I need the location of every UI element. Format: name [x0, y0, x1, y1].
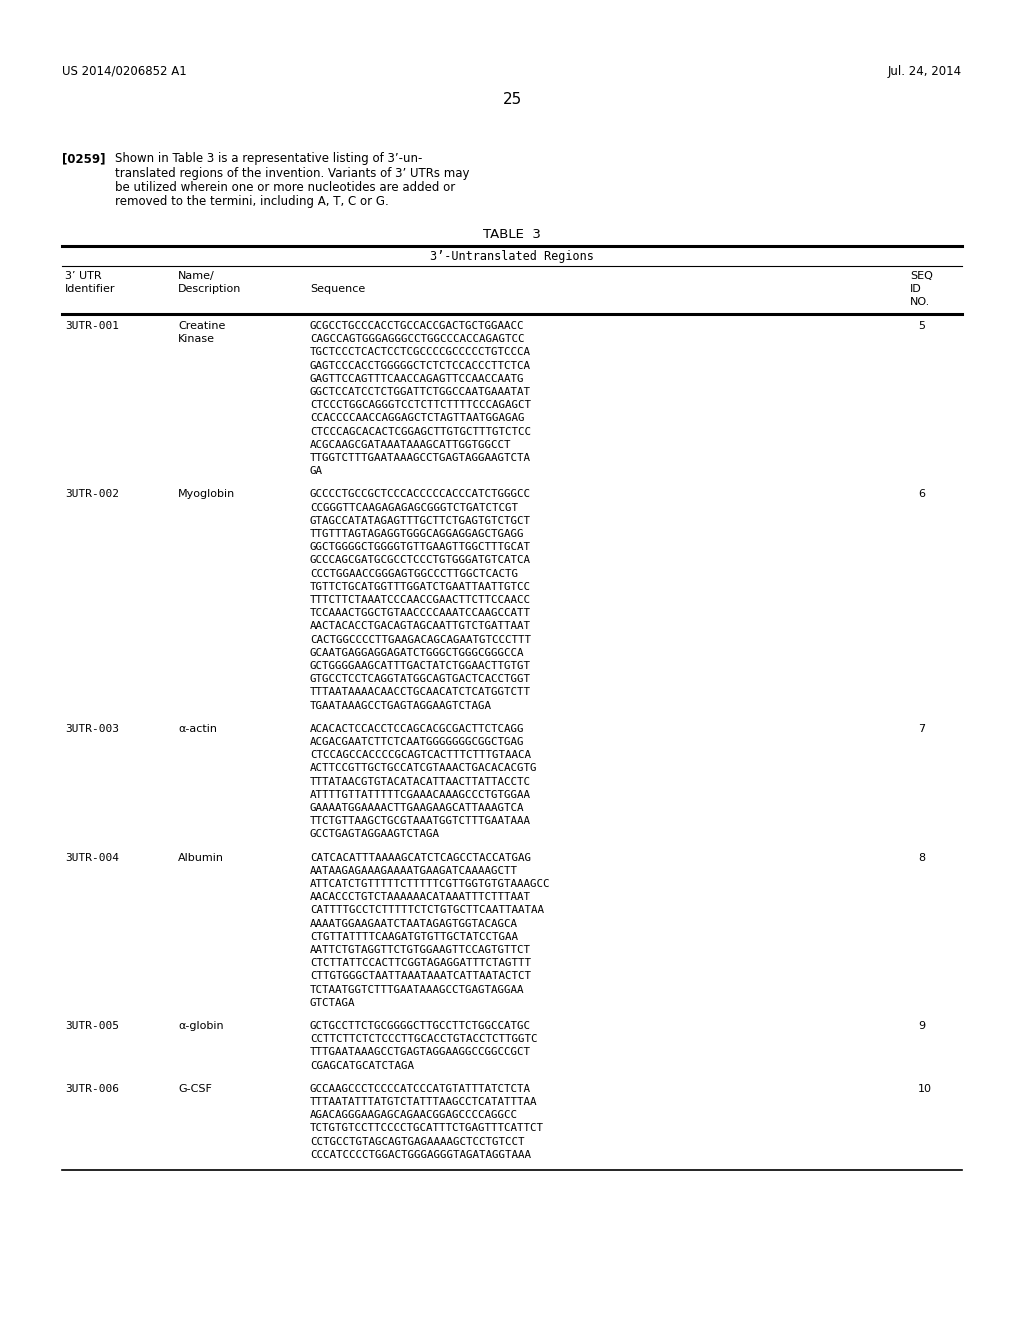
Text: CTCCCTGGCAGGGTCCTCTTCTTTTCCCAGAGCT: CTCCCTGGCAGGGTCCTCTTCTTTTCCCAGAGCT	[310, 400, 531, 411]
Text: GTGCCTCCTCAGGTATGGCAGTGACTCACCTGGT: GTGCCTCCTCAGGTATGGCAGTGACTCACCTGGT	[310, 675, 531, 684]
Text: CGAGCATGCATCTAGA: CGAGCATGCATCTAGA	[310, 1060, 414, 1071]
Text: 3UTR-001: 3UTR-001	[65, 321, 119, 331]
Text: GCCAAGCCCTCCCCATCCCATGTATTTATCTCTA: GCCAAGCCCTCCCCATCCCATGTATTTATCTCTA	[310, 1084, 531, 1094]
Text: 3UTR-004: 3UTR-004	[65, 853, 119, 862]
Text: ID: ID	[910, 284, 922, 294]
Text: AACTACACCTGACAGTAGCAATTGTCTGATTAAT: AACTACACCTGACAGTAGCAATTGTCTGATTAAT	[310, 622, 531, 631]
Text: TGCTCCCTCACTCCTCGCCCCGCCCCCTGTCCCA: TGCTCCCTCACTCCTCGCCCCGCCCCCTGTCCCA	[310, 347, 531, 358]
Text: 6: 6	[918, 490, 925, 499]
Text: G-CSF: G-CSF	[178, 1084, 212, 1094]
Text: 5: 5	[918, 321, 925, 331]
Text: GGCTCCATCCTCTGGATTCTGGCCAATGAAATAT: GGCTCCATCCTCTGGATTCTGGCCAATGAAATAT	[310, 387, 531, 397]
Text: Albumin: Albumin	[178, 853, 224, 862]
Text: TTGGTCTTTGAATAAAGCCTGAGTAGGAAGTCTA: TTGGTCTTTGAATAAAGCCTGAGTAGGAAGTCTA	[310, 453, 531, 463]
Text: AATAAGAGAAAGAAAATGAAGATCAAAAGCTT: AATAAGAGAAAGAAAATGAAGATCAAAAGCTT	[310, 866, 518, 875]
Text: α-globin: α-globin	[178, 1020, 223, 1031]
Text: ACACACTCCACCTCCAGCACGCGACTTCTCAGG: ACACACTCCACCTCCAGCACGCGACTTCTCAGG	[310, 723, 524, 734]
Text: be utilized wherein one or more nucleotides are added or: be utilized wherein one or more nucleoti…	[115, 181, 456, 194]
Text: translated regions of the invention. Variants of 3’ UTRs may: translated regions of the invention. Var…	[115, 166, 469, 180]
Text: 3’ UTR: 3’ UTR	[65, 271, 101, 281]
Text: AATTCTGTAGGTTCTGTGGAAGTTCCAGTGTTCT: AATTCTGTAGGTTCTGTGGAAGTTCCAGTGTTCT	[310, 945, 531, 954]
Text: 9: 9	[918, 1020, 925, 1031]
Text: TTCTGTTAAGCTGCGTAAATGGTCTTTGAATAAA: TTCTGTTAAGCTGCGTAAATGGTCTTTGAATAAA	[310, 816, 531, 826]
Text: ATTCATCTGTTTTTCTTTTTCGTTGGTGTGTAAAGCC: ATTCATCTGTTTTTCTTTTTCGTTGGTGTGTAAAGCC	[310, 879, 551, 888]
Text: 3UTR-003: 3UTR-003	[65, 723, 119, 734]
Text: Identifier: Identifier	[65, 284, 116, 294]
Text: CATTTTGCCTCTTTTTCTCTGTGCTTCAATTAATAA: CATTTTGCCTCTTTTTCTCTGTGCTTCAATTAATAA	[310, 906, 544, 915]
Text: GTCTAGA: GTCTAGA	[310, 998, 355, 1007]
Text: ACGCAAGCGATAAATAAAGCATTGGTGGCCT: ACGCAAGCGATAAATAAAGCATTGGTGGCCT	[310, 440, 512, 450]
Text: GAGTCCCACCTGGGGGCTCTCTCCACCCTTCTCA: GAGTCCCACCTGGGGGCTCTCTCCACCCTTCTCA	[310, 360, 531, 371]
Text: TTTAATATTTATGTCTATTTAAGCCTCATATTTAA: TTTAATATTTATGTCTATTTAAGCCTCATATTTAA	[310, 1097, 538, 1107]
Text: TCCAAACTGGCTGTAACCCCAAATCCAAGCCATT: TCCAAACTGGCTGTAACCCCAAATCCAAGCCATT	[310, 609, 531, 618]
Text: α-actin: α-actin	[178, 723, 217, 734]
Text: Shown in Table 3 is a representative listing of 3’-un-: Shown in Table 3 is a representative lis…	[115, 152, 422, 165]
Text: CCGGGTTCAAGAGAGAGCGGGTCTGATCTCGT: CCGGGTTCAAGAGAGAGCGGGTCTGATCTCGT	[310, 503, 518, 512]
Text: GCCCCTGCCGCTCCCACCCCCACCCATCTGGGCC: GCCCCTGCCGCTCCCACCCCCACCCATCTGGGCC	[310, 490, 531, 499]
Text: CCTTCTTCTCTCCCTTGCACCTGTACCTCTTGGTC: CCTTCTTCTCTCCCTTGCACCTGTACCTCTTGGTC	[310, 1034, 538, 1044]
Text: Creatine: Creatine	[178, 321, 225, 331]
Text: GCAATGAGGAGGAGATCTGGGCTGGGCGGGCCA: GCAATGAGGAGGAGATCTGGGCTGGGCGGGCCA	[310, 648, 524, 657]
Text: ATTTTGTTATTTTTCGAAACAAAGCCCTGTGGAA: ATTTTGTTATTTTTCGAAACAAAGCCCTGTGGAA	[310, 789, 531, 800]
Text: 25: 25	[503, 92, 521, 107]
Text: AAAATGGAAGAATCTAATAGAGTGGTACAGCA: AAAATGGAAGAATCTAATAGAGTGGTACAGCA	[310, 919, 518, 928]
Text: 3UTR-006: 3UTR-006	[65, 1084, 119, 1094]
Text: CCCTGGAACCGGGAGTGGCCCTTGGCTCACTG: CCCTGGAACCGGGAGTGGCCCTTGGCTCACTG	[310, 569, 518, 578]
Text: Jul. 24, 2014: Jul. 24, 2014	[888, 65, 962, 78]
Text: 3UTR-005: 3UTR-005	[65, 1020, 119, 1031]
Text: CTCCAGCCACCCCGCAGTCACTTTCTTTGTAACA: CTCCAGCCACCCCGCAGTCACTTTCTTTGTAACA	[310, 750, 531, 760]
Text: GAAAATGGAAAACTTGAAGAAGCATTAAAGTCA: GAAAATGGAAAACTTGAAGAAGCATTAAAGTCA	[310, 803, 524, 813]
Text: Sequence: Sequence	[310, 284, 366, 294]
Text: TTGTTTAGTAGAGGTGGGCAGGAGGAGCTGAGG: TTGTTTAGTAGAGGTGGGCAGGAGGAGCTGAGG	[310, 529, 524, 539]
Text: Myoglobin: Myoglobin	[178, 490, 236, 499]
Text: removed to the termini, including A, T, C or G.: removed to the termini, including A, T, …	[115, 195, 389, 209]
Text: Description: Description	[178, 284, 242, 294]
Text: Kinase: Kinase	[178, 334, 215, 345]
Text: TCTGTGTCCTTCCCCTGCATTTCTGAGTTTCATTCT: TCTGTGTCCTTCCCCTGCATTTCTGAGTTTCATTCT	[310, 1123, 544, 1134]
Text: CTGTTATTTTCAAGATGTGTTGCTATCCTGAA: CTGTTATTTTCAAGATGTGTTGCTATCCTGAA	[310, 932, 518, 941]
Text: CCCATCCCCTGGACTGGGAGGGTAGATAGGTAAA: CCCATCCCCTGGACTGGGAGGGTAGATAGGTAAA	[310, 1150, 531, 1160]
Text: GCTGCCTTCTGCGGGGCTTGCCTTCTGGCCATGC: GCTGCCTTCTGCGGGGCTTGCCTTCTGGCCATGC	[310, 1020, 531, 1031]
Text: GA: GA	[310, 466, 323, 477]
Text: ACGACGAATCTTCTCAATGGGGGGGCGGCTGAG: ACGACGAATCTTCTCAATGGGGGGGCGGCTGAG	[310, 737, 524, 747]
Text: 7: 7	[918, 723, 925, 734]
Text: CTCCCAGCACACTCGGAGCTTGTGCTTTGTCTCC: CTCCCAGCACACTCGGAGCTTGTGCTTTGTCTCC	[310, 426, 531, 437]
Text: TGTTCTGCATGGTTTGGATCTGAATTAATTGTCC: TGTTCTGCATGGTTTGGATCTGAATTAATTGTCC	[310, 582, 531, 591]
Text: CATCACATTTAAAAGCATCTCAGCCTACCATGAG: CATCACATTTAAAAGCATCTCAGCCTACCATGAG	[310, 853, 531, 862]
Text: TTTAATAAAACAACCTGCAACATCTCATGGTCTT: TTTAATAAAACAACCTGCAACATCTCATGGTCTT	[310, 688, 531, 697]
Text: GCGCCTGCCCACCTGCCACCGACTGCTGGAACC: GCGCCTGCCCACCTGCCACCGACTGCTGGAACC	[310, 321, 524, 331]
Text: US 2014/0206852 A1: US 2014/0206852 A1	[62, 65, 186, 78]
Text: 3’-Untranslated Regions: 3’-Untranslated Regions	[430, 249, 594, 263]
Text: TABLE  3: TABLE 3	[483, 228, 541, 242]
Text: CTCTTATTCCACTTCGGTAGAGGATTTCTAGTTT: CTCTTATTCCACTTCGGTAGAGGATTTCTAGTTT	[310, 958, 531, 968]
Text: TCTAATGGTCTTTGAATAAAGCCTGAGTAGGAA: TCTAATGGTCTTTGAATAAAGCCTGAGTAGGAA	[310, 985, 524, 994]
Text: GCCCAGCGATGCGCCTCCCTGTGGGATGTCATCA: GCCCAGCGATGCGCCTCCCTGTGGGATGTCATCA	[310, 556, 531, 565]
Text: ACTTCCGTTGCTGCCATCGTAAACTGACACACGTG: ACTTCCGTTGCTGCCATCGTAAACTGACACACGTG	[310, 763, 538, 774]
Text: CAGCCAGTGGGAGGGCCTGGCCCACCAGAGTCC: CAGCCAGTGGGAGGGCCTGGCCCACCAGAGTCC	[310, 334, 524, 345]
Text: CCACCCCAACCAGGAGCTCTAGTTAATGGAGAG: CCACCCCAACCAGGAGCTCTAGTTAATGGAGAG	[310, 413, 524, 424]
Text: 3UTR-002: 3UTR-002	[65, 490, 119, 499]
Text: SEQ: SEQ	[910, 271, 933, 281]
Text: TTTATAACGTGTACATACATTAACTTATTACCTC: TTTATAACGTGTACATACATTAACTTATTACCTC	[310, 776, 531, 787]
Text: AACACCCTGTCTAAAAAACATAAATTTCTTTAAT: AACACCCTGTCTAAAAAACATAAATTTCTTTAAT	[310, 892, 531, 902]
Text: GTAGCCATATAGAGTTTGCTTCTGAGTGTCTGCT: GTAGCCATATAGAGTTTGCTTCTGAGTGTCTGCT	[310, 516, 531, 525]
Text: 8: 8	[918, 853, 925, 862]
Text: GAGTTCCAGTTTCAACCAGAGTTCCAACCAATG: GAGTTCCAGTTTCAACCAGAGTTCCAACCAATG	[310, 374, 524, 384]
Text: TTTGAATAAAGCCTGAGTAGGAAGGCCGGCCGCT: TTTGAATAAAGCCTGAGTAGGAAGGCCGGCCGCT	[310, 1047, 531, 1057]
Text: [0259]: [0259]	[62, 152, 105, 165]
Text: CACTGGCCCCTTGAAGACAGCAGAATGTCCCTTT: CACTGGCCCCTTGAAGACAGCAGAATGTCCCTTT	[310, 635, 531, 644]
Text: GCCTGAGTAGGAAGTCTAGA: GCCTGAGTAGGAAGTCTAGA	[310, 829, 440, 840]
Text: CTTGTGGGCTAATTAAATAAATCATTAATACTCT: CTTGTGGGCTAATTAAATAAATCATTAATACTCT	[310, 972, 531, 981]
Text: CCTGCCTGTAGCAGTGAGAAAAGCTCCTGTCCT: CCTGCCTGTAGCAGTGAGAAAAGCTCCTGTCCT	[310, 1137, 524, 1147]
Text: Name/: Name/	[178, 271, 215, 281]
Text: TGAATAAAGCCTGAGTAGGAAGTCTAGA: TGAATAAAGCCTGAGTAGGAAGTCTAGA	[310, 701, 492, 710]
Text: TTTCTTCTAAATCCCAACCGAACTTCTTCCAACC: TTTCTTCTAAATCCCAACCGAACTTCTTCCAACC	[310, 595, 531, 605]
Text: AGACAGGGAAGAGCAGAACGGAGCCCCAGGCC: AGACAGGGAAGAGCAGAACGGAGCCCCAGGCC	[310, 1110, 518, 1121]
Text: NO.: NO.	[910, 297, 930, 308]
Text: 10: 10	[918, 1084, 932, 1094]
Text: GGCTGGGGCTGGGGTGTTGAAGTTGGCTTTGCAT: GGCTGGGGCTGGGGTGTTGAAGTTGGCTTTGCAT	[310, 543, 531, 552]
Text: GCTGGGGAAGCATTTGACTATCTGGAACTTGTGT: GCTGGGGAAGCATTTGACTATCTGGAACTTGTGT	[310, 661, 531, 671]
